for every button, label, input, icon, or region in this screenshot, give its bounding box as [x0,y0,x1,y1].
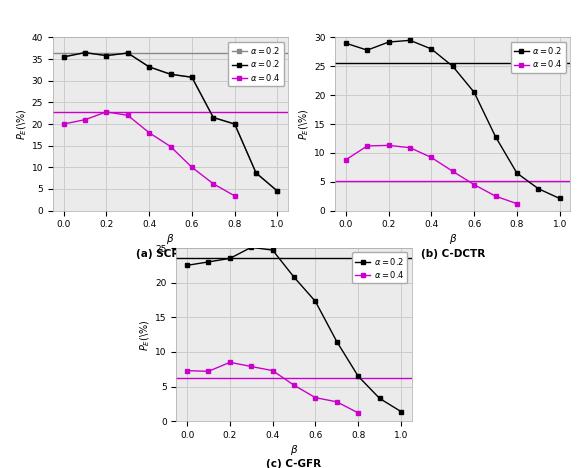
Y-axis label: $P_E$(\%): $P_E$(\%) [15,108,29,140]
Legend: $\alpha = 0.2$, $\alpha = 0.4$: $\alpha = 0.2$, $\alpha = 0.4$ [510,42,566,73]
Legend: $\alpha = 0.2$, $\alpha = 0.2$, $\alpha = 0.4$: $\alpha = 0.2$, $\alpha = 0.2$, $\alpha … [228,42,284,86]
X-axis label: $\beta$: $\beta$ [449,232,457,246]
X-axis label: $\beta$: $\beta$ [290,443,298,457]
Y-axis label: $P_E$(\%): $P_E$(\%) [139,319,152,351]
Text: (a) SCRMQ1: (a) SCRMQ1 [136,249,205,259]
Y-axis label: $P_E$(\%): $P_E$(\%) [298,108,311,140]
X-axis label: $\beta$: $\beta$ [166,232,175,246]
Text: (b) C-DCTR: (b) C-DCTR [420,249,485,259]
Text: (c) C-GFR: (c) C-GFR [266,459,322,468]
Legend: $\alpha = 0.2$, $\alpha = 0.4$: $\alpha = 0.2$, $\alpha = 0.4$ [352,252,407,283]
